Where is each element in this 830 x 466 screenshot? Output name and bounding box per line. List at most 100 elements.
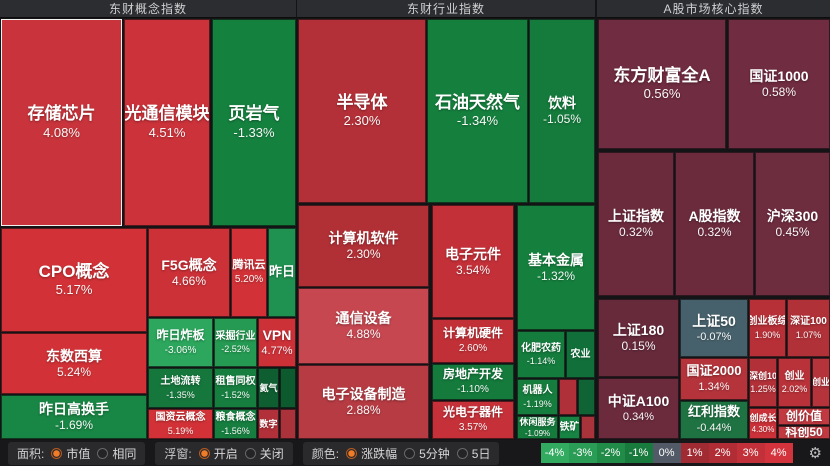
tile-label: 昨日高换手 — [39, 401, 109, 418]
treemap-tile[interactable]: 计算机硬件 2.60% — [432, 319, 514, 363]
treemap-tile[interactable]: 光电子器件 3.57% — [432, 401, 514, 439]
treemap-tile[interactable]: 创业 2.02% — [778, 358, 811, 407]
treemap-tile[interactable]: 存储芯片 4.08% — [1, 19, 122, 226]
treemap-tile[interactable]: 深创10 1.25% — [749, 358, 777, 407]
treemap-tile[interactable]: 上证180 0.15% — [598, 299, 679, 377]
treemap-tile[interactable]: F5G概念 4.66% — [148, 228, 230, 317]
tile-value: 5.19% — [167, 425, 194, 436]
treemap-tile[interactable]: 东数西算 5.24% — [1, 333, 147, 394]
treemap-tile[interactable]: 化肥农药 -1.14% — [517, 331, 565, 378]
tile-label: 电子设备制造 — [321, 386, 406, 403]
radio-selected-icon[interactable] — [51, 447, 63, 459]
treemap-tile[interactable]: 电子设备制造 2.88% — [298, 365, 429, 439]
treemap-tile[interactable]: 基本金属 -1.32% — [517, 205, 595, 330]
radio-selected-icon[interactable] — [346, 447, 358, 459]
radio-option[interactable]: 相同 — [97, 445, 136, 462]
radio-unselected-icon[interactable] — [244, 447, 256, 459]
treemap-tile[interactable]: 上证50 -0.07% — [680, 299, 748, 357]
treemap-tile[interactable]: 国资云概念 5.19% — [148, 409, 213, 439]
treemap-tile[interactable]: 电子元件 3.54% — [432, 205, 514, 318]
treemap-tile[interactable]: 房地产开发 -1.10% — [432, 364, 514, 400]
toolbar-group-label: 浮窗: — [164, 446, 192, 461]
treemap-tile[interactable]: 沪深300 0.45% — [755, 152, 830, 296]
treemap-tile[interactable]: 国证1000 0.58% — [728, 19, 830, 149]
treemap-tile[interactable]: 粮食概念 -1.56% — [214, 409, 257, 439]
tile-value: 0.34% — [622, 411, 655, 424]
tile-value: -1.69% — [54, 418, 94, 433]
treemap-tile[interactable]: 红利指数 -0.44% — [680, 401, 748, 439]
radio-option-label: 关闭 — [259, 446, 284, 461]
tile-value: -1.33% — [233, 124, 275, 140]
treemap-tile[interactable]: 通信设备 4.88% — [298, 288, 429, 364]
treemap-tile[interactable]: 科创50 — [778, 426, 830, 439]
toolbar-group: 面积: 市值 相同 — [8, 441, 146, 465]
treemap-tile[interactable]: 计算机软件 2.30% — [298, 205, 429, 287]
tile-value: 2.30% — [346, 247, 381, 262]
settings-gear-icon[interactable]: ⚙ — [808, 444, 822, 462]
treemap-tile[interactable]: 石油天然气 -1.34% — [427, 19, 528, 203]
radio-option[interactable]: 涨跌幅 — [346, 445, 397, 462]
legend-cell: 1% — [680, 443, 709, 463]
treemap-tile[interactable]: 创业 — [812, 358, 830, 407]
radio-option[interactable]: 5分钟 — [404, 445, 450, 462]
treemap-tile[interactable]: 饮料 -1.05% — [529, 19, 595, 203]
treemap-tile[interactable]: A股指数 0.32% — [675, 152, 754, 296]
treemap-tile[interactable]: 中证A100 0.34% — [598, 378, 679, 439]
treemap-tile[interactable]: 创业板综 1.90% — [749, 299, 786, 357]
treemap-tile[interactable] — [581, 416, 595, 439]
treemap-tile[interactable]: 创成长 4.30% — [749, 408, 777, 439]
treemap-tile[interactable]: 数字 — [258, 409, 279, 439]
tile-value: -2.52% — [221, 344, 250, 355]
treemap-tile[interactable]: 东方财富全A 0.56% — [598, 19, 726, 149]
treemap-tile[interactable] — [578, 379, 595, 415]
tile-value: -1.32% — [536, 268, 576, 283]
tile-label: 通信设备 — [335, 310, 392, 327]
treemap-tile[interactable]: 腾讯云 5.20% — [231, 228, 267, 317]
treemap-tile[interactable]: 休闲服务 -1.09% — [517, 416, 558, 439]
treemap-tile[interactable]: 国证2000 1.34% — [680, 358, 748, 400]
tile-label: 昨日 — [269, 264, 296, 280]
treemap-tile[interactable]: 创价值 — [778, 408, 830, 425]
treemap-tile[interactable]: 昨日炸板 -3.06% — [148, 318, 213, 367]
radio-unselected-icon[interactable] — [404, 447, 416, 459]
tile-label: A股指数 — [688, 208, 741, 225]
treemap-tile[interactable] — [280, 368, 296, 408]
treemap-tile[interactable]: 昨日 — [268, 228, 296, 317]
tile-label: 房地产开发 — [442, 367, 503, 382]
radio-option[interactable]: 关闭 — [244, 445, 284, 462]
tile-value: 0.32% — [618, 225, 654, 240]
treemap-tile[interactable]: 农业 — [566, 331, 595, 378]
tile-label: 东数西算 — [46, 347, 102, 364]
treemap-tile[interactable]: 铁矿 — [559, 416, 580, 439]
treemap-tile[interactable]: 昨日高换手 -1.69% — [1, 395, 147, 439]
treemap-tile[interactable] — [280, 409, 296, 439]
treemap-tile[interactable]: 深证100 1.07% — [787, 299, 830, 357]
radio-unselected-icon[interactable] — [456, 447, 468, 459]
treemap-tile[interactable]: 页岩气 -1.33% — [212, 19, 296, 226]
radio-selected-icon[interactable] — [198, 447, 210, 459]
treemap-tile[interactable]: 半导体 2.30% — [298, 19, 426, 203]
radio-option-label: 5分钟 — [419, 446, 450, 461]
treemap-tile[interactable]: 租售同权 -1.52% — [214, 368, 257, 408]
treemap-tile[interactable]: CPO概念 5.17% — [1, 228, 147, 332]
radio-option[interactable]: 开启 — [198, 445, 238, 462]
treemap-tile[interactable] — [559, 379, 577, 415]
tile-value: 1.07% — [795, 329, 822, 340]
treemap-tile[interactable]: 机器人 -1.19% — [517, 379, 558, 415]
treemap-tile[interactable]: VPN 4.77% — [258, 318, 296, 367]
tile-value: 0.45% — [775, 225, 810, 240]
treemap-tile[interactable]: 土地流转 -1.35% — [148, 368, 213, 408]
tile-label: 存储芯片 — [27, 104, 96, 124]
radio-unselected-icon[interactable] — [97, 447, 109, 459]
treemap-tile[interactable]: 光通信模块 4.51% — [124, 19, 210, 226]
treemap-tile[interactable]: 采掘行业 -2.52% — [214, 318, 257, 367]
treemap-tile[interactable]: 氦气 — [258, 368, 279, 408]
radio-option[interactable]: 市值 — [51, 445, 90, 462]
tile-label: F5G概念 — [161, 256, 217, 273]
treemap-tile[interactable]: 上证指数 0.32% — [598, 152, 674, 296]
radio-option[interactable]: 5日 — [456, 445, 490, 462]
tile-label: 休闲服务 — [519, 416, 556, 427]
tile-label: 机器人 — [522, 385, 553, 397]
tile-label: 国证2000 — [686, 363, 742, 379]
tile-label: 基本金属 — [528, 251, 584, 268]
